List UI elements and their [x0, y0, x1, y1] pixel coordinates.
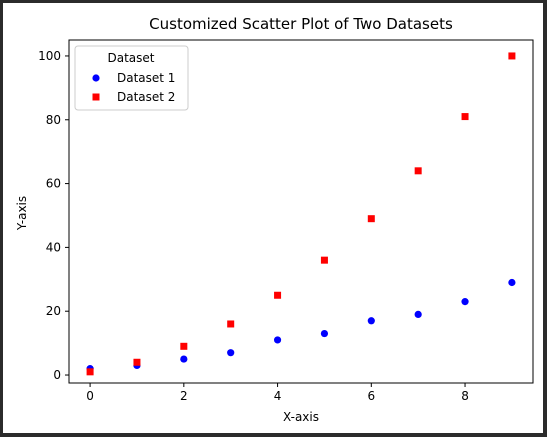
dataset-2-point	[86, 368, 94, 376]
dataset-2-point	[274, 291, 282, 299]
x-tick-label: 0	[86, 389, 94, 403]
y-tick-label: 100	[38, 49, 61, 63]
dataset-1-point	[320, 329, 329, 338]
dataset-2-point	[180, 342, 188, 350]
legend-title: Dataset	[108, 51, 155, 65]
dataset-1-point	[227, 349, 235, 357]
y-tick-label: 80	[46, 113, 61, 127]
dataset-1-point	[508, 278, 516, 287]
dataset-2-point	[461, 113, 469, 121]
legend-label-dataset-1: Dataset 1	[117, 71, 175, 85]
dataset-1-point	[367, 317, 375, 325]
x-axis-label: X-axis	[283, 410, 319, 424]
dataset-2-point	[227, 320, 235, 328]
legend-marker-dataset-1	[92, 74, 100, 82]
legend-label-dataset-2: Dataset 2	[117, 90, 175, 104]
chart-title: Customized Scatter Plot of Two Datasets	[149, 15, 453, 33]
y-tick-label: 40	[46, 240, 61, 254]
dataset-2-point	[367, 215, 375, 223]
y-tick-label: 20	[46, 304, 61, 318]
dataset-1-point	[180, 355, 188, 363]
x-tick-label: 6	[367, 389, 375, 403]
legend-marker-dataset-2	[92, 93, 100, 101]
dataset-2-point	[133, 358, 141, 366]
dataset-1-point	[414, 310, 422, 318]
legend-box	[74, 45, 189, 111]
dataset-2-point	[508, 52, 516, 60]
x-tick-label: 2	[180, 389, 188, 403]
x-tick-label: 8	[461, 389, 469, 403]
x-tick-label: 4	[274, 389, 282, 403]
y-axis-label: Y-axis	[15, 196, 29, 231]
dataset-2-point	[320, 256, 328, 264]
dataset-1-point	[273, 336, 282, 344]
y-tick-label: 0	[53, 368, 61, 382]
dataset-1-point	[461, 298, 469, 306]
scatter-chart: Customized Scatter Plot of Two Datasets …	[15, 15, 534, 424]
legend: Dataset Dataset 1 Dataset 2	[74, 45, 189, 111]
figure: Customized Scatter Plot of Two Datasets …	[3, 3, 543, 433]
dataset-2-point	[414, 167, 422, 175]
plot-area-frame	[68, 39, 534, 384]
y-tick-label: 60	[46, 177, 61, 191]
